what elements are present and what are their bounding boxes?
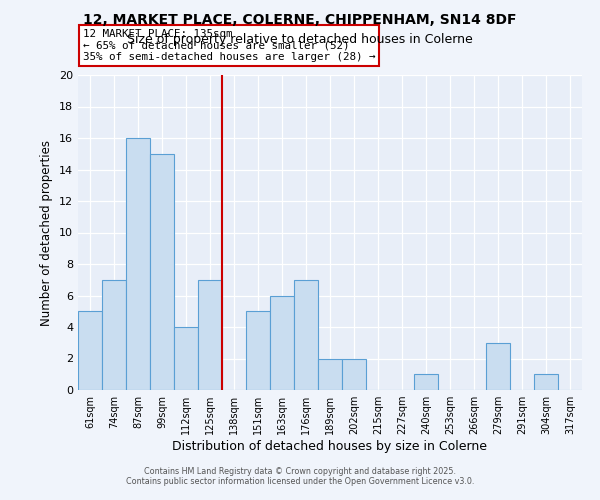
Bar [270, 296, 294, 390]
Bar [126, 138, 150, 390]
Y-axis label: Number of detached properties: Number of detached properties [40, 140, 53, 326]
Bar [198, 280, 222, 390]
Text: 12, MARKET PLACE, COLERNE, CHIPPENHAM, SN14 8DF: 12, MARKET PLACE, COLERNE, CHIPPENHAM, S… [83, 12, 517, 26]
Bar [174, 327, 198, 390]
Bar [102, 280, 126, 390]
Bar [342, 358, 366, 390]
Bar [78, 311, 102, 390]
Bar [414, 374, 438, 390]
Bar [318, 358, 342, 390]
Bar [534, 374, 558, 390]
Text: Size of property relative to detached houses in Colerne: Size of property relative to detached ho… [127, 32, 473, 46]
Text: Contains public sector information licensed under the Open Government Licence v3: Contains public sector information licen… [126, 477, 474, 486]
Bar [294, 280, 318, 390]
Bar [486, 343, 510, 390]
Bar [246, 311, 270, 390]
Bar [150, 154, 174, 390]
Text: Contains HM Land Registry data © Crown copyright and database right 2025.: Contains HM Land Registry data © Crown c… [144, 467, 456, 476]
X-axis label: Distribution of detached houses by size in Colerne: Distribution of detached houses by size … [173, 440, 487, 453]
Text: 12 MARKET PLACE: 135sqm
← 65% of detached houses are smaller (52)
35% of semi-de: 12 MARKET PLACE: 135sqm ← 65% of detache… [83, 29, 376, 62]
